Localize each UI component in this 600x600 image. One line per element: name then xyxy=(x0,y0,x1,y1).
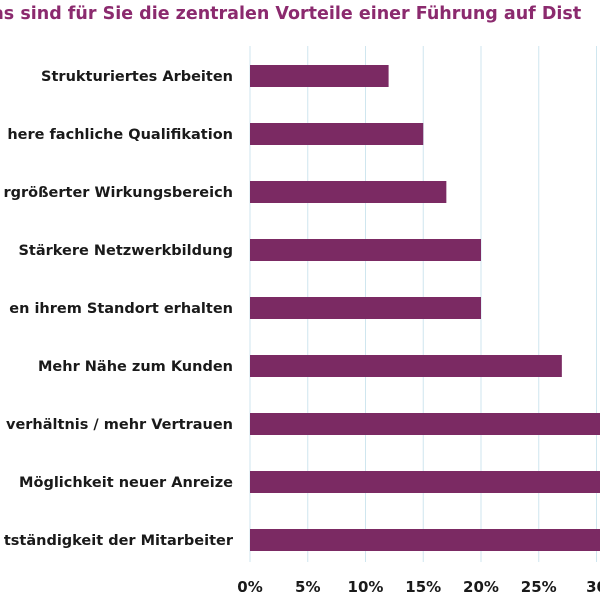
bar xyxy=(250,297,481,319)
category-label: en ihrem Standort erhalten xyxy=(9,301,233,317)
x-tick-label: 10% xyxy=(348,578,384,596)
category-label: here fachliche Qualifikation xyxy=(7,127,233,143)
bar xyxy=(250,413,600,435)
category-labels: Strukturiertes Arbeiten here fachliche Qu… xyxy=(3,69,233,549)
bar xyxy=(250,355,562,377)
bar xyxy=(250,471,600,493)
x-tick-label: 25% xyxy=(521,578,557,596)
x-tick-label: 0% xyxy=(237,578,262,596)
bar xyxy=(250,239,481,261)
bars xyxy=(250,65,600,551)
category-label: Möglichkeit neuer Anreize xyxy=(19,475,233,491)
chart-title: as sind für Sie die zentralen Vorteile e… xyxy=(0,4,581,24)
bar xyxy=(250,65,389,87)
x-tick-label: 15% xyxy=(405,578,441,596)
x-axis-ticks: 0% 5% 10% 15% 20% 25% 30 xyxy=(237,578,600,596)
bar xyxy=(250,529,600,551)
category-label: Strukturiertes Arbeiten xyxy=(41,69,233,85)
category-label: tständigkeit der Mitarbeiter xyxy=(4,533,234,549)
category-label: verhältnis / mehr Vertrauen xyxy=(6,417,233,433)
x-tick-label: 5% xyxy=(295,578,320,596)
category-label: rgrößerter Wirkungsbereich xyxy=(3,185,233,201)
category-label: Stärkere Netzwerkbildung xyxy=(18,243,233,259)
x-tick-label: 30 xyxy=(586,578,600,596)
bar xyxy=(250,181,447,203)
x-tick-label: 20% xyxy=(463,578,499,596)
bar xyxy=(250,123,424,145)
category-label: Mehr Nähe zum Kunden xyxy=(38,359,233,375)
